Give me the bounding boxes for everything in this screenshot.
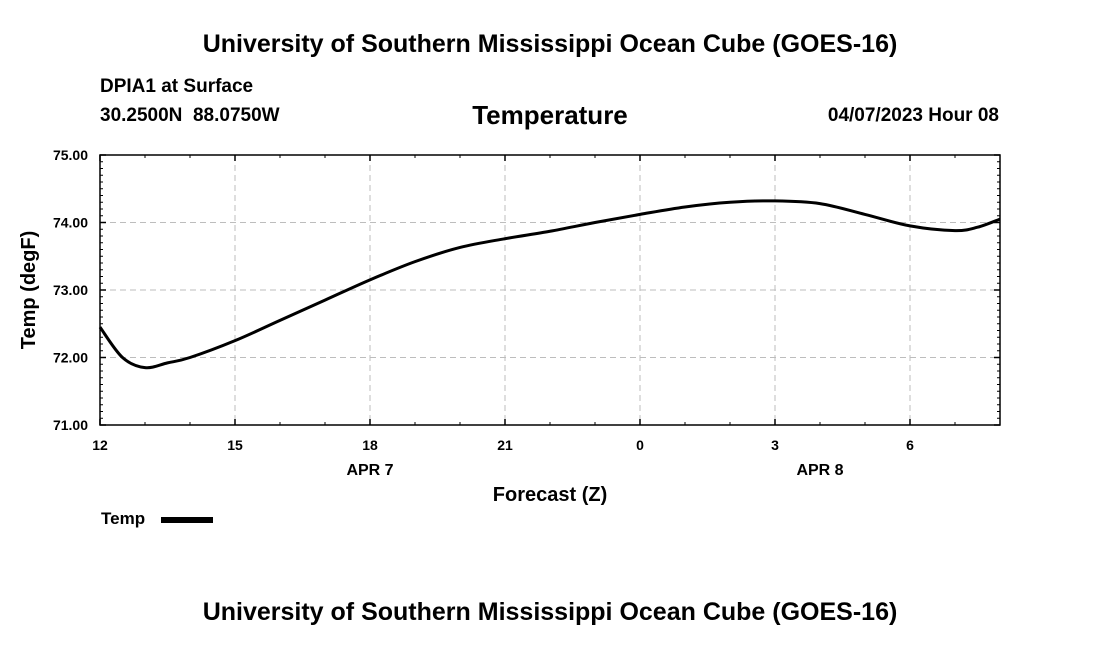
y-tick-label: 71.00 xyxy=(53,417,88,433)
ticks xyxy=(99,154,1001,426)
station-label: DPIA1 at Surface xyxy=(100,76,254,97)
axis-labels: 12 15 18 21 0 3 6 71.00 72.00 73.00 74.00 75.00 APR … xyxy=(53,147,914,479)
x-tick-label: 21 xyxy=(497,437,513,453)
x-tick-label: 6 xyxy=(906,437,914,453)
x-axis-label: Forecast (Z) xyxy=(493,484,607,506)
date-label: APR 7 xyxy=(346,462,393,479)
date-label: APR 8 xyxy=(796,462,843,479)
y-tick-label: 73.00 xyxy=(53,282,88,298)
chart-title: Temperature xyxy=(472,100,628,130)
x-tick-label: 12 xyxy=(92,437,108,453)
datetime-label: 04/07/2023 Hour 08 xyxy=(827,105,999,126)
series-layer xyxy=(98,199,1001,370)
coordinates-label: 30.2500N 88.0750W xyxy=(100,105,280,126)
grid xyxy=(99,154,1000,426)
x-tick-label: 3 xyxy=(771,437,779,453)
y-axis-label: Temp (degF) xyxy=(18,231,40,350)
page-title: University of Southern Mississippi Ocean… xyxy=(202,30,898,58)
y-tick-label: 72.00 xyxy=(53,350,88,366)
footer-title: University of Southern Mississippi Ocean… xyxy=(202,598,898,626)
y-tick-label: 74.00 xyxy=(53,215,88,231)
legend-label: Temp xyxy=(101,509,146,528)
x-tick-label: 18 xyxy=(362,437,378,453)
x-tick-label: 0 xyxy=(636,437,644,453)
x-tick-label: 15 xyxy=(227,437,243,453)
y-tick-label: 75.00 xyxy=(53,147,88,163)
series-line-temp xyxy=(98,199,1001,370)
legend-swatch xyxy=(161,517,213,523)
